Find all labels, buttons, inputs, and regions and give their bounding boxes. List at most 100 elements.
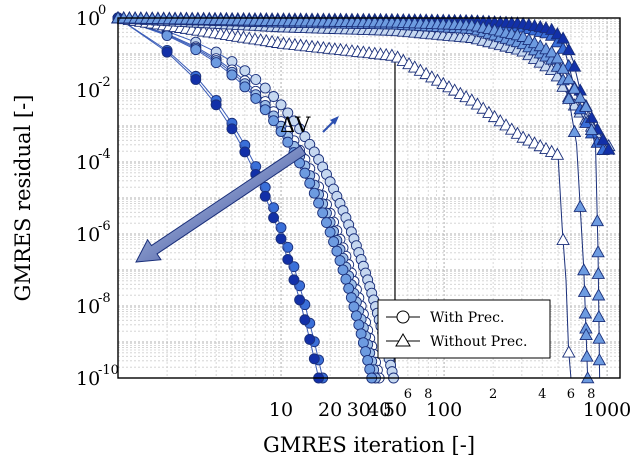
arrow-shape	[135, 145, 307, 263]
data-point	[226, 123, 238, 135]
plot-frame	[117, 17, 621, 379]
data-point	[250, 92, 262, 104]
x-tick-label: 20	[318, 399, 342, 421]
x-tick-label: 50	[383, 399, 407, 421]
data-point	[317, 207, 329, 219]
x-tick-label: 8	[424, 387, 432, 402]
data-point	[337, 264, 349, 276]
y-tick-exponent: -2	[98, 75, 111, 90]
data-point	[592, 353, 607, 366]
data-point	[294, 294, 306, 306]
data-point	[343, 283, 355, 294]
x-tick-label: 6	[567, 387, 575, 402]
x-tick-label: 10	[269, 399, 293, 421]
x-tick-label: 30	[347, 399, 371, 421]
data-point	[544, 22, 559, 35]
data-point	[282, 136, 294, 148]
data-point	[350, 310, 362, 322]
x-tick-label: 8	[587, 387, 595, 402]
data-point	[601, 142, 616, 155]
delta-v-arrow: ΔV	[135, 113, 339, 263]
data-point	[596, 133, 610, 146]
y-tick-label: 10	[76, 8, 100, 30]
x-tick-label: 40	[367, 399, 391, 421]
data-point	[487, 109, 502, 123]
x-tick-label: 2	[489, 387, 497, 402]
data-point	[360, 346, 372, 358]
y-axis-label: GMRES residual [-]	[11, 95, 35, 302]
data-point	[355, 328, 367, 340]
data-point	[268, 91, 280, 102]
data-point	[288, 115, 300, 127]
data-point	[268, 115, 280, 127]
data-point	[294, 123, 306, 135]
data-point	[578, 306, 593, 319]
legend-marker-triangle	[395, 333, 411, 347]
data-point	[299, 167, 311, 179]
data-point	[556, 232, 570, 245]
x-tick-label: 4	[538, 387, 546, 402]
data-point	[573, 90, 587, 103]
data-point	[190, 44, 202, 56]
delta-v-label: ΔV	[280, 113, 311, 137]
data-point	[476, 101, 490, 114]
data-point	[226, 69, 238, 81]
data-point	[504, 122, 519, 135]
data-point	[550, 51, 565, 64]
data-point	[584, 122, 599, 136]
data-point	[562, 42, 576, 56]
y-tick-label: 10	[76, 368, 100, 390]
data-point	[493, 114, 508, 127]
data-point	[328, 236, 340, 248]
data-point	[499, 118, 513, 131]
y-tick-label: 10	[76, 80, 100, 102]
data-point	[268, 212, 280, 224]
data-point	[577, 284, 592, 297]
data-point	[556, 31, 570, 44]
data-point	[324, 226, 336, 238]
data-point	[308, 187, 320, 199]
data-point	[550, 27, 565, 40]
data-point	[304, 333, 316, 345]
y-tick-exponent: -6	[98, 219, 111, 234]
x-tick-label: 1000	[583, 399, 631, 421]
delta-v-small-arrowhead	[330, 116, 339, 125]
data-point	[562, 91, 576, 104]
y-tick-exponent: -4	[98, 147, 111, 162]
data-point	[550, 147, 565, 160]
y-tick-label: 10	[76, 152, 100, 174]
data-point	[364, 363, 376, 375]
y-tick-label: 10	[76, 224, 100, 246]
data-point	[161, 46, 173, 58]
data-point	[544, 45, 559, 58]
data-point	[579, 99, 593, 112]
series-triangle-11	[111, 11, 607, 379]
data-point	[275, 126, 287, 137]
legend: With Prec. Without Prec.	[377, 299, 551, 359]
legend-label: Without Prec.	[430, 334, 527, 350]
data-point	[362, 354, 374, 366]
data-point	[482, 105, 496, 118]
data-point	[288, 261, 300, 273]
data-point	[282, 241, 294, 253]
series-triangle-6	[111, 11, 576, 379]
x-tick-label: 6	[404, 387, 412, 402]
data-point	[259, 82, 271, 94]
data-point	[299, 131, 311, 143]
data-point	[579, 327, 593, 341]
data-point	[556, 61, 570, 74]
data-point	[567, 59, 582, 72]
data-point	[239, 65, 251, 77]
plot-border	[117, 17, 621, 379]
series-circle-5	[112, 12, 325, 384]
data-point	[275, 222, 287, 234]
data-point	[282, 107, 294, 119]
data-point	[591, 288, 606, 301]
data-point	[308, 353, 320, 365]
data-point	[275, 99, 287, 111]
data-point	[590, 214, 605, 227]
data-point	[592, 309, 606, 323]
data-point	[313, 197, 325, 209]
data-point	[340, 273, 352, 285]
